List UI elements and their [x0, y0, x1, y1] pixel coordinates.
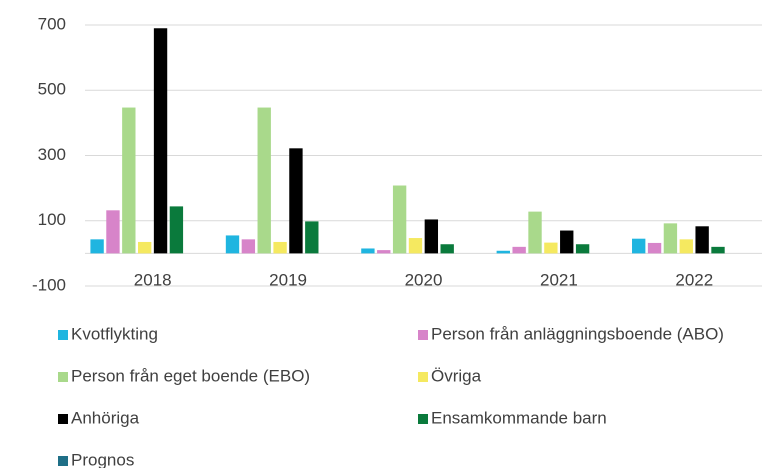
bar [169, 206, 184, 254]
legend-label: Övriga [431, 366, 482, 385]
bar [544, 242, 558, 254]
bar [663, 223, 678, 254]
bar [632, 238, 646, 254]
legend-swatch [418, 414, 428, 424]
bar [153, 28, 168, 254]
y-tick-label: 700 [38, 14, 66, 33]
y-tick-label: 500 [38, 80, 66, 99]
bar [122, 107, 136, 254]
bar [257, 107, 271, 254]
legend-swatch [418, 330, 428, 340]
legend-swatch [58, 372, 68, 382]
y-tick-label: 100 [38, 210, 66, 229]
bar [289, 148, 303, 254]
bar [106, 210, 120, 254]
bar [440, 244, 454, 254]
legend-label: Anhöriga [71, 408, 140, 427]
bar [241, 239, 256, 254]
bar [575, 244, 590, 254]
legend-swatch [418, 372, 428, 382]
bar [392, 185, 407, 254]
legend-label: Ensamkommande barn [431, 408, 607, 427]
legend-label: Kvotflykting [71, 324, 158, 343]
x-tick-label: 2022 [675, 270, 713, 289]
legend-swatch [58, 330, 68, 340]
bar [496, 250, 510, 254]
x-tick-label: 2019 [269, 270, 307, 289]
bar [305, 221, 319, 254]
legend-swatch [58, 456, 68, 466]
x-tick-label: 2021 [540, 270, 578, 289]
y-tick-label: -100 [32, 275, 66, 294]
bar [408, 238, 423, 254]
bar [679, 239, 693, 254]
bar [377, 250, 391, 254]
bar [528, 211, 542, 254]
bar [647, 242, 662, 254]
x-tick-label: 2018 [134, 270, 172, 289]
bar [225, 235, 240, 254]
bar [424, 219, 439, 254]
bar [711, 246, 725, 254]
bar [512, 246, 526, 254]
legend-label: Person från anläggningsboende (ABO) [431, 324, 724, 343]
bar [137, 241, 152, 254]
x-tick-label: 2020 [405, 270, 443, 289]
bar [273, 241, 287, 254]
bar [560, 230, 574, 254]
bar [90, 239, 104, 254]
legend-swatch [58, 414, 68, 424]
y-tick-label: 300 [38, 145, 66, 164]
bar [361, 248, 375, 254]
legend-label: Person från eget boende (EBO) [71, 366, 310, 385]
legend-label: Prognos [71, 450, 134, 468]
bar [695, 226, 709, 254]
